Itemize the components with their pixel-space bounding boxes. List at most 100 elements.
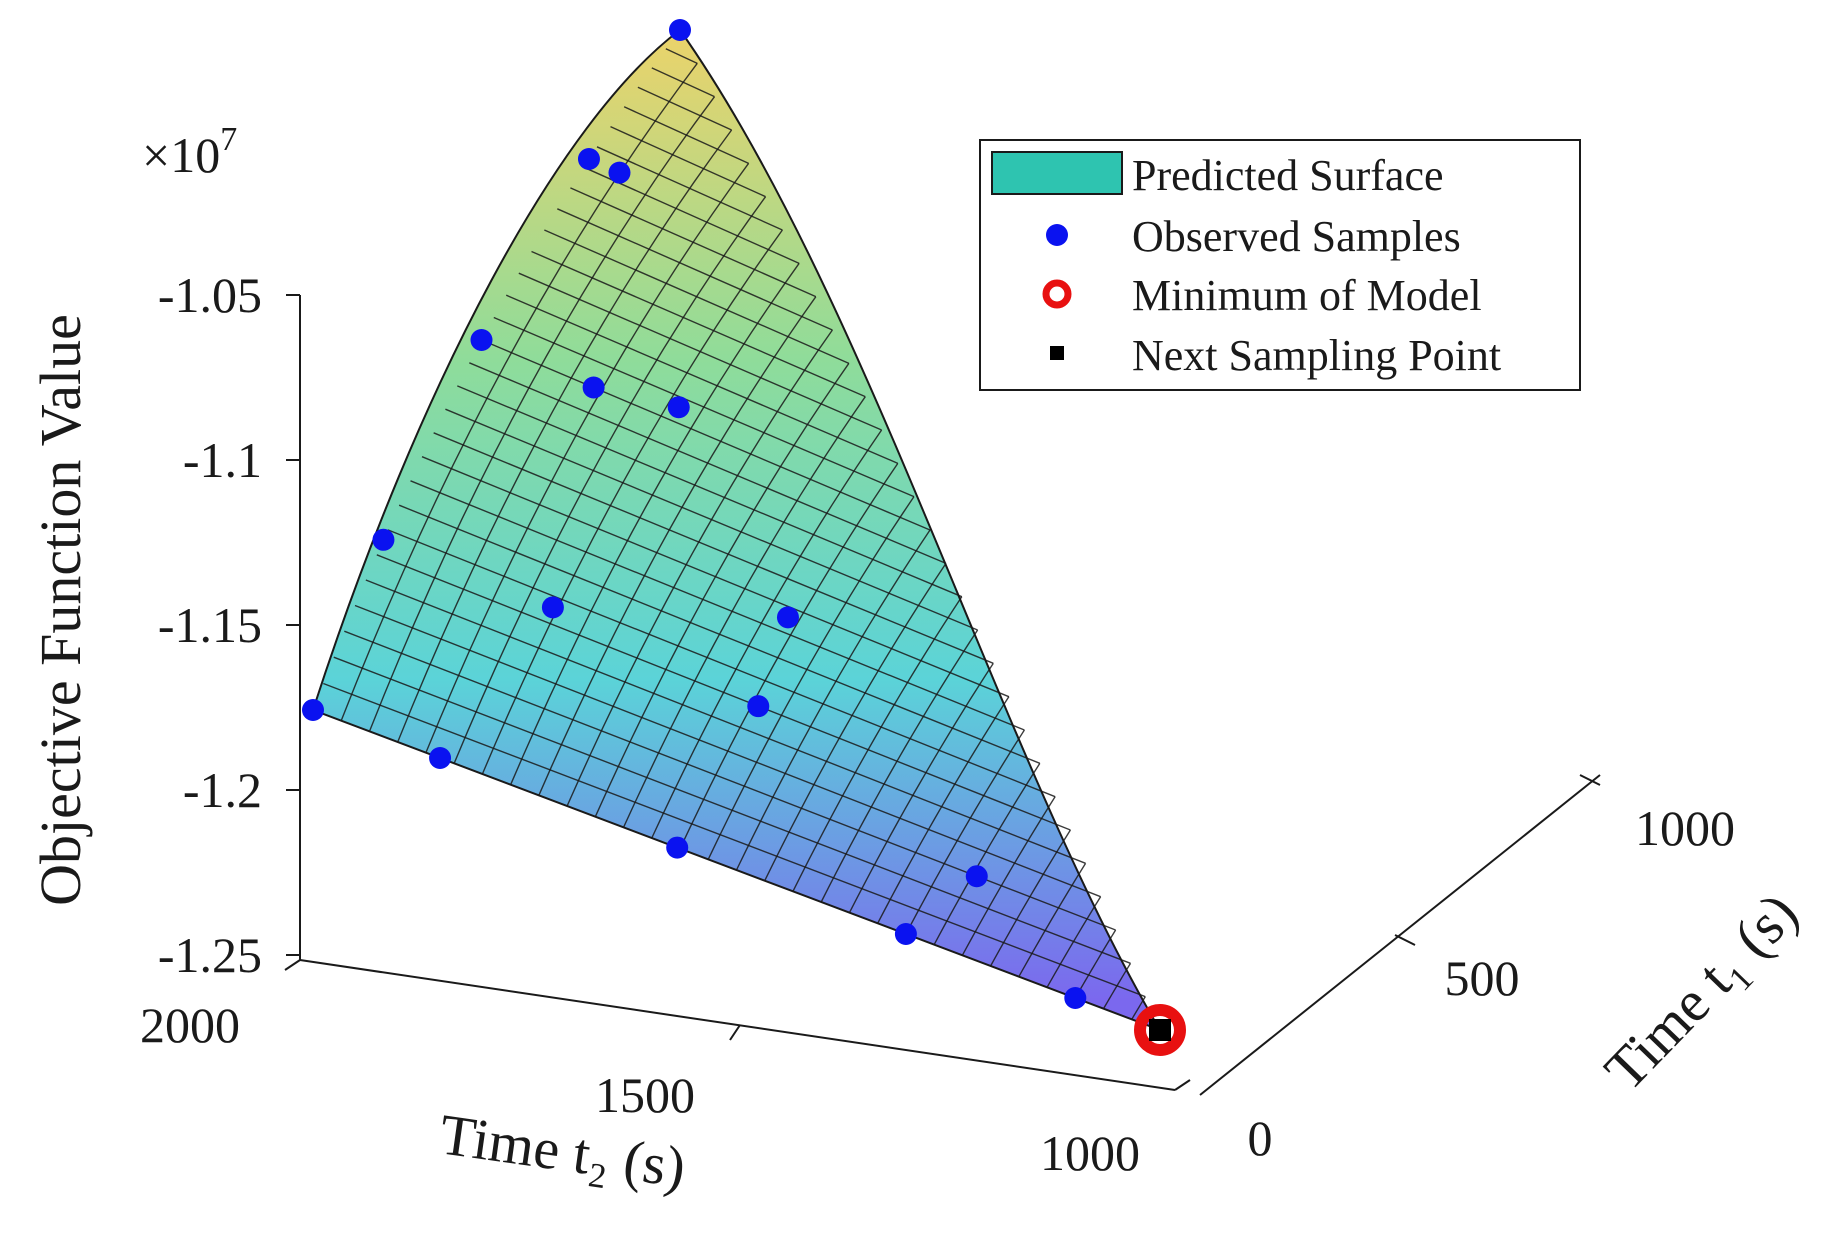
y-tick-label: 500 xyxy=(1445,950,1520,1006)
surface-mesh-line xyxy=(410,480,1025,731)
observed-sample-point xyxy=(429,747,452,769)
surface-mesh-line xyxy=(453,196,767,764)
y-tick-label: 0 xyxy=(1248,1110,1273,1166)
axes-frame xyxy=(299,295,1601,1096)
observed-sample-point xyxy=(894,923,917,945)
surface-mesh-line xyxy=(1131,996,1146,1020)
observed-sample-point xyxy=(666,836,689,859)
surface-mesh-line xyxy=(707,496,915,860)
surface-mesh-line xyxy=(368,96,716,732)
surface-mesh-line xyxy=(594,362,850,817)
surface-mesh-line xyxy=(481,229,783,775)
legend: Predicted Surface Observed Samples Minim… xyxy=(979,139,1581,391)
surface-mesh-line xyxy=(323,682,1146,998)
surface-mesh-line xyxy=(735,529,931,871)
surface-mesh-line xyxy=(557,208,833,331)
surface-mesh-line xyxy=(481,339,931,531)
surface-mesh-line xyxy=(566,329,833,807)
x-tick-label: 1000 xyxy=(1040,1125,1140,1181)
surface-mesh-line xyxy=(610,126,766,198)
legend-dot-icon xyxy=(1046,224,1068,246)
x-tick xyxy=(729,1024,741,1041)
x-tick-label: 1500 xyxy=(595,1067,695,1123)
surface-mesh-line xyxy=(1018,862,1087,978)
x-tick xyxy=(1174,1079,1191,1091)
legend-label-samples: Observed Samples xyxy=(1132,212,1461,261)
observed-sample-point xyxy=(470,329,493,351)
surface-mesh-line xyxy=(764,562,947,881)
surface-mesh-line xyxy=(679,462,899,849)
legend-label-next: Next Sampling Point xyxy=(1132,331,1501,380)
observed-sample-point xyxy=(667,396,690,419)
legend-ring-icon xyxy=(1042,279,1072,309)
observed-sample-point xyxy=(582,376,605,399)
z-tick-label: -1.2 xyxy=(183,762,262,818)
legend-label-minimum: Minimum of Model xyxy=(1132,271,1482,320)
y-tick xyxy=(1394,934,1416,946)
surface-mesh-line xyxy=(820,629,979,903)
y-tick-label: 1000 xyxy=(1635,800,1735,856)
surface-mesh-line xyxy=(905,729,1025,935)
x-tick-labels: 2000 1500 1000 xyxy=(140,997,1140,1181)
surface-mesh-line xyxy=(340,62,698,721)
observed-samples xyxy=(302,19,1087,1009)
observed-sample-point xyxy=(372,528,395,551)
z-tick-label: -1.25 xyxy=(158,927,262,983)
z-tick-labels: -1.05 -1.1 -1.15 -1.2 -1.25 xyxy=(158,267,262,983)
surface-mesh-line xyxy=(457,385,963,598)
model-minimum xyxy=(1134,1004,1186,1056)
surface-mesh-line xyxy=(961,796,1056,956)
z-tick-label: -1.05 xyxy=(158,267,262,323)
observed-sample-point xyxy=(776,606,799,629)
surface-mesh-line xyxy=(848,662,994,913)
surface-mesh-line xyxy=(1046,896,1102,988)
surface-mesh-line xyxy=(622,396,866,828)
surface-mesh-line xyxy=(505,294,899,464)
surface-mesh-line xyxy=(792,596,963,892)
surface-mesh-line xyxy=(651,429,883,839)
surface-mesh-line xyxy=(425,162,750,753)
observed-sample-point xyxy=(1064,987,1087,1009)
observed-sample-point xyxy=(577,148,600,171)
z-tick-label: -1.15 xyxy=(158,597,262,653)
surface-mesh-line xyxy=(538,296,817,796)
surface-mesh-line xyxy=(665,48,698,64)
observed-sample-point xyxy=(608,161,631,184)
z-multiplier-base: ×10 xyxy=(142,127,220,183)
surface-mesh-line xyxy=(433,432,994,664)
surface-mesh-line xyxy=(365,579,1086,864)
observed-sample-point xyxy=(302,699,324,721)
y-tick-labels: 0 500 1000 xyxy=(1248,800,1736,1166)
surface-mesh-line xyxy=(1074,929,1117,999)
legend-patch-icon xyxy=(991,151,1123,195)
surface-mesh-line xyxy=(989,829,1071,967)
observed-sample-point xyxy=(965,865,988,888)
surface-mesh-line xyxy=(387,529,1056,798)
y-axis-line xyxy=(1199,774,1601,1096)
next-sampling-point-marker xyxy=(1149,1019,1171,1041)
observed-sample-point xyxy=(747,695,770,718)
y-axis-label: Time t₁ (s) xyxy=(1592,880,1810,1103)
x-tick-label: 2000 xyxy=(140,997,240,1053)
observed-sample-point xyxy=(669,19,691,41)
z-axis-label: Objective Function Value xyxy=(28,314,93,906)
z-multiplier: ×107 xyxy=(142,121,237,183)
x-axis-line xyxy=(299,959,1176,1091)
surface-mesh-line xyxy=(637,86,732,131)
z-tick-label: -1.1 xyxy=(183,432,262,488)
surface-mesh-line xyxy=(1102,962,1132,1010)
surface-mesh-line xyxy=(397,129,733,743)
legend-label-surface: Predicted Surface xyxy=(1132,151,1444,200)
surface-mesh-line xyxy=(531,250,866,398)
x-tick xyxy=(284,959,301,971)
predicted-surface xyxy=(311,28,1163,1032)
tick-marks xyxy=(284,294,1601,1091)
surface-mesh-line xyxy=(344,630,1116,931)
legend-square-icon xyxy=(1050,346,1064,360)
z-multiplier-exp: 7 xyxy=(220,121,237,158)
surface-mesh-line xyxy=(509,262,800,785)
surface-mesh-line xyxy=(933,762,1041,945)
observed-sample-point xyxy=(541,596,564,619)
y-tick xyxy=(1579,774,1601,786)
